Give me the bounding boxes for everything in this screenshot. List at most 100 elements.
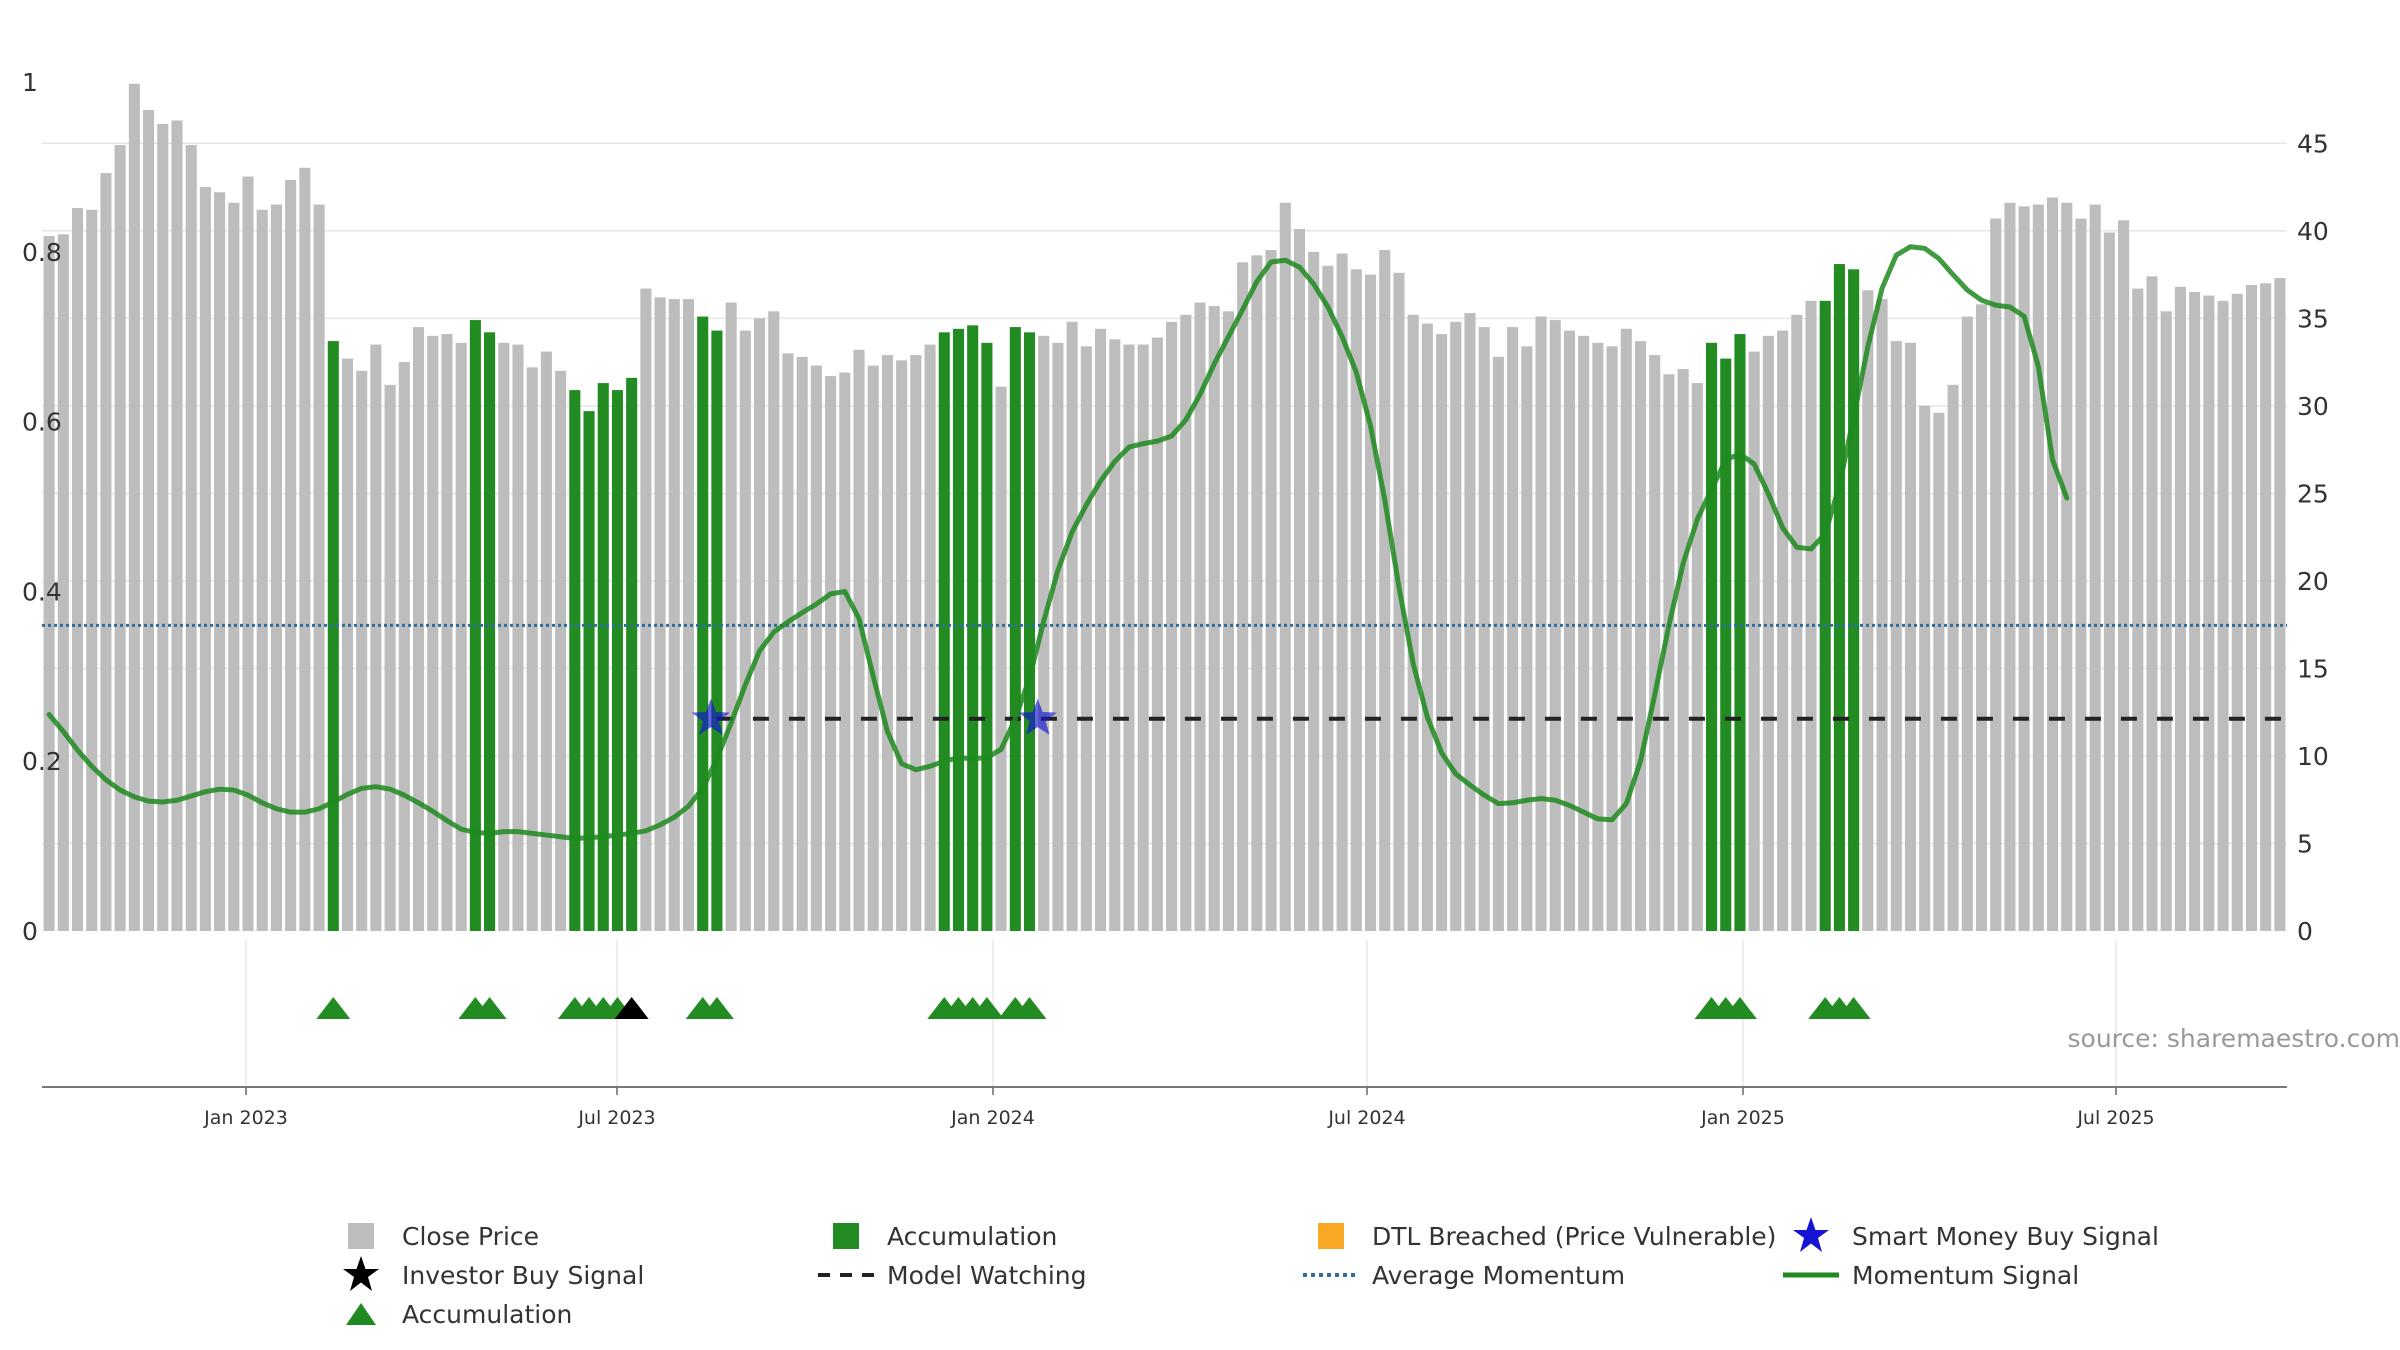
close-price-bar [2032,204,2044,932]
close-price-bar [867,365,879,931]
close-price-bar [881,355,893,931]
close-price-bar [2274,278,2286,931]
close-price-bar [1194,302,1206,931]
accumulation-triangle [969,997,1004,1019]
signal-lines [42,244,2287,841]
accumulation-bar [1705,342,1718,932]
close-price-bar [2174,286,2186,931]
right-axis-tick-label: 40 [2297,217,2329,246]
close-price-bar [1379,250,1391,931]
close-price-bar [1620,328,1632,931]
close-price-bar [384,384,396,931]
right-axis-tick-label: 10 [2297,742,2329,771]
close-price-bar [1919,405,1931,932]
close-price-bar [1123,344,1135,931]
close-price-bar [1151,337,1163,931]
right-axis-tick-label: 5 [2297,829,2313,858]
close-price-bar [128,83,140,932]
close-price-bar [853,349,865,931]
accumulation-bar [569,390,581,932]
accumulation-bar [967,325,979,931]
close-price-bar [157,124,169,931]
close-price-bar [810,365,822,931]
accumulation-bar [1720,358,1732,932]
source-credit: source: sharemaestro.com [2067,1024,2400,1053]
close-price-bar [2018,206,2030,931]
accumulation-triangle [316,997,351,1019]
smart-money-buy-star [691,698,730,735]
close-price-bar [1663,374,1675,932]
close-price-bar [924,344,936,931]
close-price-bar [512,344,524,931]
smart-money-buy-star [1018,698,1057,735]
close-price-bar [441,334,453,931]
close-price-bar [1805,300,1817,931]
close-price-bar [1961,316,1973,931]
close-price-bar [839,372,851,931]
accumulation-bar [611,390,624,932]
accumulation-bar [1734,334,1746,931]
close-price-bar [1492,356,1504,931]
close-price-bar [1109,339,1121,931]
right-axis-tick-label: 25 [2297,479,2329,508]
close-price-bar [455,342,467,932]
close-price-bar [1947,384,1959,931]
accumulation-bar [697,316,709,931]
close-price-bar [299,167,311,931]
accumulation-bar [484,332,496,931]
close-price-bar [1421,323,1433,931]
close-price-bar [498,342,510,932]
close-price-bar [1748,351,1760,932]
accumulation-triangle [1012,997,1047,1019]
close-price-bar [754,318,766,931]
accumulation-bar [952,328,965,931]
right-axis-tick-label: 20 [2297,567,2329,596]
close-price-bar [370,344,382,931]
close-price-bar [1606,346,1618,931]
close-price-bar [1308,251,1320,932]
close-price-bar [1393,272,1405,932]
close-price-bar [2146,276,2158,931]
accumulation-bar [583,411,595,931]
close-price-bar [1777,330,1789,931]
momentum-signal-line [46,244,2070,841]
accumulation-triangle [1722,997,1757,1019]
accumulation-bar [1819,300,1831,931]
close-price-bar [1450,321,1462,931]
x-axis-tick-label: Jul 2023 [577,1107,655,1129]
close-price-bar [2004,202,2016,931]
close-price-bar [1137,344,1149,931]
close-price-bar [2217,300,2229,931]
close-price-bar [2260,283,2272,931]
left-axis-tick-label: 0.6 [22,408,62,437]
close-price-bar [1791,314,1803,931]
close-price-bar [739,330,751,931]
close-price-bar [270,204,282,932]
close-price-bar [1535,316,1547,931]
close-price-bar [1507,327,1519,932]
close-price-bar [1350,269,1362,931]
close-price-bar [412,327,425,932]
close-price-bar [1293,229,1306,931]
close-price-bar [1521,346,1533,931]
right-axis-tick-label: 0 [2297,917,2313,946]
close-price-bar [1407,314,1419,931]
signal-markers [316,698,1871,1019]
close-price-bar [57,234,69,931]
accumulation-bar [1848,269,1860,931]
close-price-bar [427,335,439,932]
close-price-bar [1578,335,1590,932]
left-axis-tick-label: 0 [22,917,38,946]
close-price-bar [1649,355,1661,931]
close-price-bar [86,209,98,932]
close-price-bar [1975,304,1988,932]
close-price-bar [1904,342,1917,932]
left-axis-tick-label: 1 [22,68,38,97]
close-price-bar [682,299,695,931]
close-price-bar [1862,290,1874,931]
close-price-bar [1038,335,1050,932]
accumulation-triangle [1836,997,1871,1019]
accumulation-bar [597,383,609,932]
accumulation-bar [981,342,993,932]
close-price-bar [313,204,325,932]
